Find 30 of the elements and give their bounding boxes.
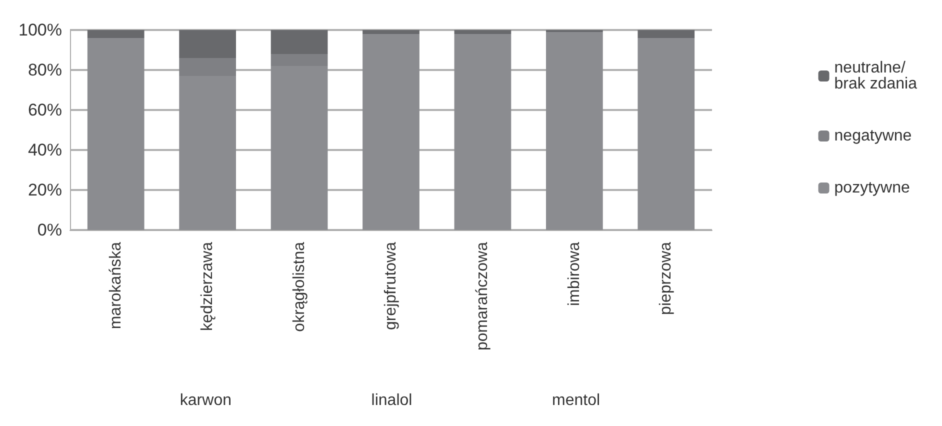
legend-label: negatywne: [834, 128, 912, 144]
y-tick-label: 80%: [28, 60, 62, 80]
bar: [638, 38, 695, 230]
y-tick-label: 60%: [28, 100, 62, 120]
x-tick-label: kędzierzawa: [199, 242, 216, 331]
text: linalol: [371, 392, 412, 410]
bar: [454, 34, 512, 230]
text: karwon: [180, 392, 232, 410]
y-tick-label: 100%: [18, 20, 62, 40]
x-tick-label: imbirowa: [566, 242, 583, 306]
x-tick-label: marokańska: [107, 242, 124, 330]
bar: [87, 30, 144, 38]
y-tick-label: 0%: [37, 220, 62, 240]
legend-label: neutralne/ brak zdania: [834, 60, 918, 92]
text: mentol: [552, 392, 600, 410]
bar: [179, 30, 236, 58]
bar: [638, 30, 695, 38]
bar: [87, 38, 144, 230]
bar: [270, 30, 328, 54]
bar: [454, 30, 512, 34]
bar: [546, 32, 603, 230]
y-tick-label: 40%: [28, 140, 62, 160]
y-tick-label: 20%: [28, 180, 62, 200]
legend-label: pozytywne: [834, 180, 910, 196]
x-tick-label: pieprzowa: [658, 242, 675, 315]
x-tick-label: okrągłolistna: [290, 242, 308, 332]
x-tick-label: grejpfrutowa: [382, 242, 400, 330]
bar: [362, 30, 420, 34]
x-tick-label: pomarańczowa: [474, 242, 492, 350]
bar: [362, 34, 420, 230]
